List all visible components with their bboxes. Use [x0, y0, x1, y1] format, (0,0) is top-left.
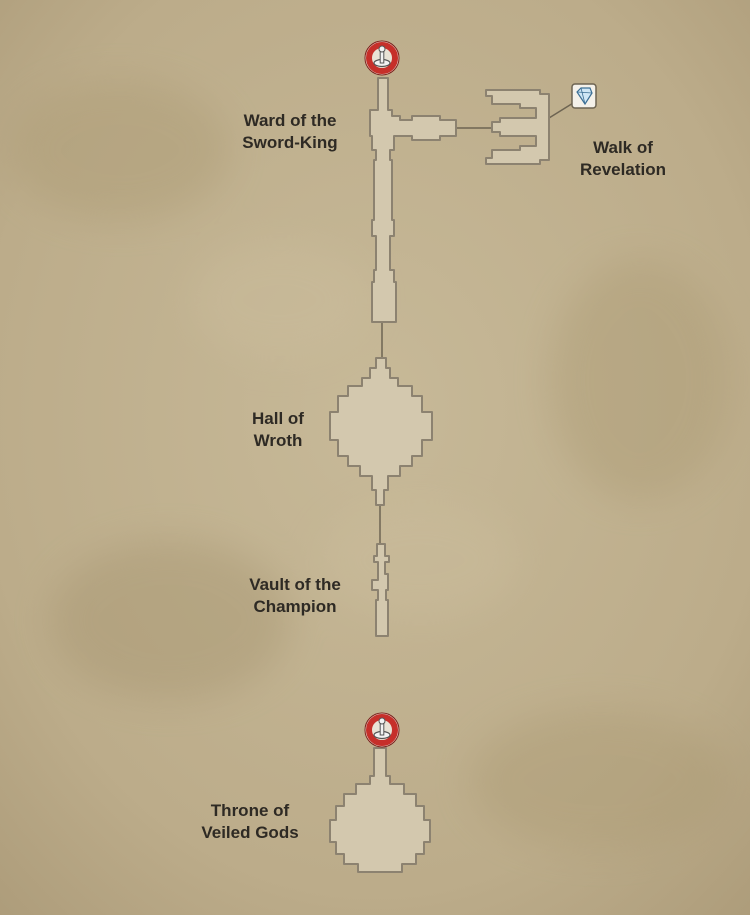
- label-ward-line2: Sword-King: [242, 133, 338, 152]
- save-point-icon[interactable]: [364, 712, 400, 748]
- label-hall-of-wroth: Hall of Wroth: [230, 408, 326, 452]
- parchment-stains: [10, 80, 730, 850]
- label-ward-of-the-sword-king: Ward of the Sword-King: [222, 110, 358, 154]
- save-point-icon[interactable]: [364, 40, 400, 76]
- label-walk-line1: Walk of: [593, 138, 653, 157]
- floor-plans: [329, 77, 550, 873]
- label-hall-line1: Hall of: [252, 409, 304, 428]
- label-vault-line2: Champion: [253, 597, 337, 616]
- label-vault-line1: Vault of the: [249, 575, 341, 594]
- label-throne-line1: Throne of: [210, 801, 290, 820]
- room-throne-of-veiled-gods[interactable]: [329, 747, 431, 873]
- label-ward-line1: Ward of the: [243, 111, 337, 130]
- room-ward-of-the-sword-king[interactable]: [369, 77, 457, 323]
- label-walk-of-revelation: Walk of Revelation: [560, 137, 686, 181]
- label-throne-of-veiled-gods: Throne of Veiled Gods: [186, 800, 314, 844]
- crystal-icon[interactable]: [571, 83, 597, 109]
- label-vault-of-the-champion: Vault of the Champion: [230, 574, 360, 618]
- label-throne-line2: Veiled Gods: [201, 823, 299, 842]
- room-vault-of-the-champion[interactable]: [371, 543, 390, 637]
- label-walk-line2: Revelation: [580, 160, 666, 179]
- label-hall-line2: Wroth: [253, 431, 303, 450]
- room-walk-of-revelation[interactable]: [485, 89, 550, 165]
- room-hall-of-wroth[interactable]: [329, 357, 433, 506]
